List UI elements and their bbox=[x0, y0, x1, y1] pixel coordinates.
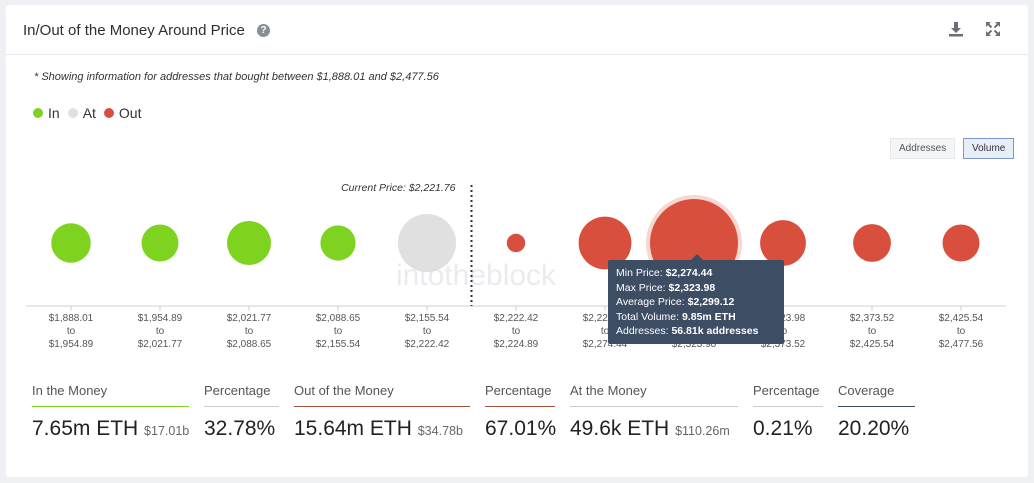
download-icon[interactable] bbox=[947, 20, 965, 38]
x-tick-label: to bbox=[601, 326, 610, 337]
stat-out-percentage: Percentage 67.01% bbox=[485, 383, 557, 441]
expand-icon[interactable] bbox=[984, 20, 1002, 38]
bubble-in bbox=[227, 221, 271, 265]
x-tick-label: $2,021.77 bbox=[227, 313, 272, 324]
stat-in-the-money: In the Money 7.65m ETH $17.01b bbox=[32, 383, 189, 441]
bubble-tooltip: Min Price: $2,274.44 Max Price: $2,323.9… bbox=[608, 260, 784, 344]
range-note: * Showing information for addresses that… bbox=[34, 71, 439, 83]
stat-value: 7.65m ETH $17.01b bbox=[32, 417, 190, 440]
legend-item-out[interactable]: Out bbox=[103, 105, 142, 121]
tooltip-min-price: Min Price: $2,274.44 bbox=[616, 267, 713, 279]
x-tick-label: $2,224.89 bbox=[494, 339, 539, 350]
card-header: In/Out of the Money Around Price ? bbox=[6, 5, 1028, 55]
bubble-in bbox=[141, 224, 179, 262]
x-tick-label: to bbox=[156, 326, 165, 337]
bubble-out bbox=[760, 220, 806, 266]
stat-value: 49.6k ETH $110.26m bbox=[570, 417, 730, 440]
bubble-out bbox=[853, 224, 891, 262]
stat-label: Coverage bbox=[838, 383, 915, 407]
tooltip-volume: Total Volume: 9.85m ETH bbox=[616, 310, 736, 323]
x-tick-label: to bbox=[67, 326, 76, 337]
x-tick-label: $2,222.42 bbox=[405, 339, 450, 350]
x-tick-label: $1,954.89 bbox=[49, 339, 94, 350]
x-tick-label: $2,477.56 bbox=[939, 339, 984, 350]
stat-value: 15.64m ETH $34.78b bbox=[294, 417, 463, 440]
tooltip-addresses: Addresses: 56.81k addresses bbox=[616, 325, 759, 337]
legend-item-at[interactable]: At bbox=[67, 105, 96, 121]
x-tick-label: $1,954.89 bbox=[138, 313, 183, 324]
bubble-out bbox=[578, 216, 632, 270]
stat-label: In the Money bbox=[32, 383, 189, 407]
bubble-out bbox=[942, 224, 980, 262]
x-tick-label: $2,373.52 bbox=[761, 339, 806, 350]
legend: In At Out bbox=[33, 105, 150, 121]
stat-in-percentage: Percentage 32.78% bbox=[204, 383, 279, 441]
addresses-toggle[interactable]: Addresses bbox=[890, 138, 956, 159]
x-tick-label: to bbox=[957, 326, 966, 337]
stat-label: Percentage bbox=[204, 383, 279, 407]
legend-dot bbox=[103, 108, 114, 118]
question-circle-icon[interactable]: ? bbox=[257, 24, 270, 37]
card-title: In/Out of the Money Around Price bbox=[23, 22, 245, 39]
x-tick-label: $2,425.54 bbox=[939, 313, 984, 324]
legend-item-in[interactable]: In bbox=[33, 105, 60, 121]
stat-label: Percentage bbox=[485, 383, 555, 407]
x-tick-label: to bbox=[868, 326, 877, 337]
stat-coverage: Coverage 20.20% bbox=[838, 383, 915, 441]
legend-dot bbox=[33, 108, 43, 118]
x-tick-label: to bbox=[423, 326, 432, 337]
x-tick-label: $2,222.42 bbox=[494, 313, 539, 324]
x-tick-label: $2,088.65 bbox=[316, 313, 361, 324]
stat-out-of-the-money: Out of the Money 15.64m ETH $34.78b bbox=[294, 383, 470, 441]
x-tick-label: $2,323.98 bbox=[672, 339, 717, 350]
x-tick-label: to bbox=[334, 326, 343, 337]
x-tick-label: $2,224.89 bbox=[583, 313, 628, 324]
current-price-label: Current Price: $2,221.76 bbox=[341, 182, 456, 194]
bubble-out bbox=[506, 233, 526, 253]
stat-at-percentage: Percentage 0.21% bbox=[753, 383, 823, 441]
bubble-in bbox=[51, 223, 91, 263]
tooltip-max-price: Max Price: $2,323.98 bbox=[616, 281, 716, 294]
volume-toggle[interactable]: Volume bbox=[963, 138, 1015, 159]
x-tick-label: $2,425.54 bbox=[850, 339, 895, 350]
legend-dot bbox=[67, 108, 78, 118]
legend-label: In bbox=[48, 105, 60, 121]
x-tick-label: $2,088.65 bbox=[227, 339, 272, 350]
stat-value: 67.01% bbox=[485, 417, 557, 440]
tooltip-arrow bbox=[690, 254, 704, 261]
bubble-in bbox=[320, 225, 356, 261]
x-tick-label: to bbox=[245, 326, 254, 337]
stat-label: Out of the Money bbox=[294, 383, 470, 407]
x-tick-label: $2,373.52 bbox=[850, 313, 895, 324]
x-tick-label: $2,155.54 bbox=[405, 313, 450, 324]
x-tick-label: $1,888.01 bbox=[49, 313, 94, 324]
stat-at-the-money: At the Money 49.6k ETH $110.26m bbox=[570, 383, 738, 441]
legend-label: Out bbox=[118, 105, 142, 121]
x-tick-label: $2,274.44 bbox=[583, 339, 628, 350]
stat-label: At the Money bbox=[570, 383, 738, 407]
x-tick-label: $2,021.77 bbox=[138, 339, 183, 350]
bubble-at bbox=[397, 213, 457, 273]
tooltip-avg-price: Average Price: $2,299.12 bbox=[616, 296, 735, 308]
chart-card: In/Out of the Money Around Price ? * Sho… bbox=[6, 5, 1028, 477]
stat-value: 32.78% bbox=[204, 417, 276, 440]
x-tick-label: to bbox=[512, 326, 521, 337]
stat-value: 0.21% bbox=[753, 417, 813, 440]
stat-label: Percentage bbox=[753, 383, 823, 407]
stat-value: 20.20% bbox=[838, 417, 910, 440]
x-tick-label: $2,155.54 bbox=[316, 339, 361, 350]
legend-label: At bbox=[82, 105, 96, 121]
